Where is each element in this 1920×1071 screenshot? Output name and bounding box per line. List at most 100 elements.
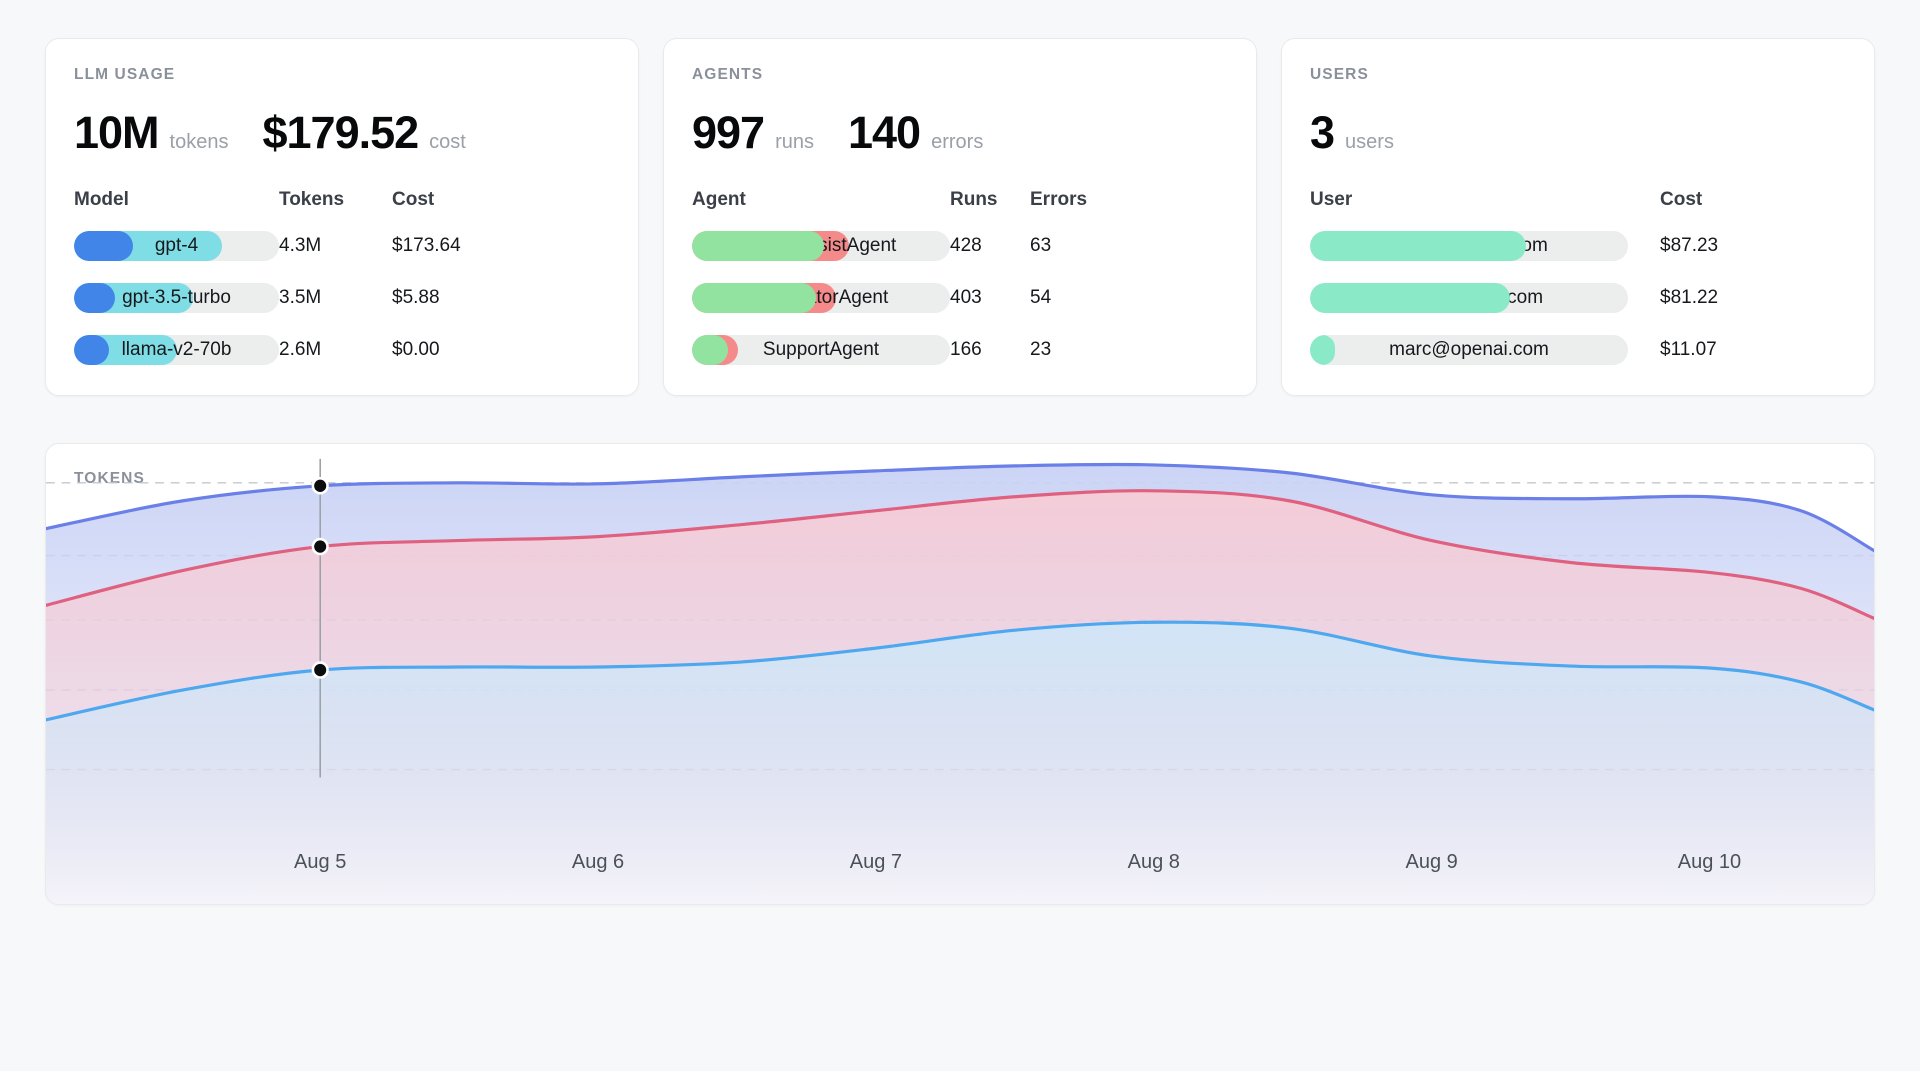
user-cost-value: $11.07: [1660, 339, 1717, 360]
model-name: gpt-4: [154, 235, 199, 256]
bar-segment-primary: [1310, 283, 1511, 313]
agent-rows-container: WriterAssistAgent 428 63 TranslatorAgent…: [692, 231, 1228, 365]
x-axis-tick-label: Aug 7: [849, 851, 903, 873]
table-row[interactable]: marc@openai.com $11.07: [1310, 335, 1846, 365]
model-name: gpt-3.5-turbo: [122, 287, 231, 308]
agents-errors-unit: errors: [931, 131, 984, 153]
llm-rows-container: gpt-4 4.3M $173.64 gpt-3.5-turbo 3.5M $5…: [74, 231, 610, 365]
user-bar-cell[interactable]: chris@google.com: [1310, 231, 1628, 261]
bar-segment-primary: [692, 283, 816, 313]
bar-segment-primary: [74, 231, 134, 261]
column-header-errors: Errors: [1030, 189, 1088, 210]
llm-cost-value: $179.52: [262, 107, 419, 158]
model-cost-value: $173.64: [392, 235, 461, 256]
agents-runs-value: 997: [692, 107, 765, 158]
user-cost-value: $81.22: [1660, 287, 1719, 308]
user-cost-value: $87.23: [1660, 235, 1719, 256]
llm-models-table: Model Tokens Cost gpt-4 4.3M $173.64 gpt…: [74, 189, 610, 365]
model-bar-cell[interactable]: gpt-4: [74, 231, 279, 261]
agent-errors-value: 23: [1030, 339, 1052, 360]
x-axis-tick-label: Aug 5: [294, 851, 347, 873]
column-header-user: User: [1310, 189, 1353, 210]
bar-track: maria@tesla.com: [1310, 283, 1628, 313]
bar-segment-primary: [74, 335, 109, 365]
agents-title: AGENTS: [692, 66, 764, 83]
llm-usage-title: LLM USAGE: [74, 66, 176, 83]
agent-runs-value: 428: [950, 235, 982, 256]
table-row[interactable]: chris@google.com $87.23: [1310, 231, 1846, 261]
agent-errors-value: 54: [1030, 287, 1052, 308]
users-headline: 3 users: [1310, 110, 1846, 155]
summary-cards-row: LLM USAGE 10M tokens $179.52 cost Model …: [45, 38, 1875, 396]
llm-usage-headline: 10M tokens $179.52 cost: [74, 110, 610, 155]
bar-track: gpt-4: [74, 231, 279, 261]
users-card: USERS 3 users User Cost chris@google.com…: [1281, 38, 1875, 396]
model-tokens-value: 4.3M: [279, 235, 322, 256]
model-tokens-value: 3.5M: [279, 287, 322, 308]
x-axis-tick-label: Aug 8: [1127, 851, 1180, 873]
chart-x-axis: Aug 5 Aug 6 Aug 7 Aug 8 Aug 9 Aug 10: [46, 851, 1874, 877]
users-title: USERS: [1310, 66, 1369, 83]
llm-tokens-unit: tokens: [169, 131, 229, 153]
agent-errors-value: 63: [1030, 235, 1052, 256]
llm-usage-card: LLM USAGE 10M tokens $179.52 cost Model …: [45, 38, 639, 396]
table-row[interactable]: maria@tesla.com $81.22: [1310, 283, 1846, 313]
user-email: marc@openai.com: [1389, 339, 1549, 360]
agents-card: AGENTS 997 runs 140 errors Agent Runs Er…: [663, 38, 1257, 396]
agents-errors-value: 140: [848, 107, 921, 158]
model-bar-cell[interactable]: llama-v2-70b: [74, 335, 279, 365]
agent-runs-value: 166: [950, 339, 982, 360]
agents-headline: 997 runs 140 errors: [692, 110, 1228, 155]
bar-segment-primary: [74, 283, 115, 313]
bar-track: gpt-3.5-turbo: [74, 283, 279, 313]
column-header-cost: Cost: [392, 189, 435, 210]
bar-segment-primary: [1310, 231, 1527, 261]
model-tokens-value: 2.6M: [279, 339, 322, 360]
table-row[interactable]: TranslatorAgent 403 54: [692, 283, 1228, 313]
model-cost-value: $5.88: [392, 287, 440, 308]
tokens-area-chart[interactable]: [46, 444, 1874, 904]
agents-runs-unit: runs: [775, 131, 814, 153]
column-header-agent: Agent: [692, 189, 746, 210]
agent-bar-cell[interactable]: SupportAgent: [692, 335, 950, 365]
x-axis-tick-label: Aug 6: [571, 851, 625, 873]
column-header-tokens: Tokens: [279, 189, 345, 210]
table-header-row: Model Tokens Cost: [74, 189, 610, 211]
bar-track: chris@google.com: [1310, 231, 1628, 261]
users-table: User Cost chris@google.com $87.23 maria@…: [1310, 189, 1846, 365]
table-row[interactable]: llama-v2-70b 2.6M $0.00: [74, 335, 610, 365]
bar-track: SupportAgent: [692, 335, 950, 365]
table-row[interactable]: WriterAssistAgent 428 63: [692, 231, 1228, 261]
table-header-row: Agent Runs Errors: [692, 189, 1228, 211]
column-header-model: Model: [74, 189, 129, 210]
bar-track: WriterAssistAgent: [692, 231, 950, 261]
model-bar-cell[interactable]: gpt-3.5-turbo: [74, 283, 279, 313]
table-header-row: User Cost: [1310, 189, 1846, 211]
table-row[interactable]: gpt-4 4.3M $173.64: [74, 231, 610, 261]
user-rows-container: chris@google.com $87.23 maria@tesla.com …: [1310, 231, 1846, 365]
user-bar-cell[interactable]: marc@openai.com: [1310, 335, 1628, 365]
column-header-runs: Runs: [950, 189, 998, 210]
model-name: llama-v2-70b: [121, 339, 232, 360]
model-cost-value: $0.00: [392, 339, 440, 360]
agent-bar-cell[interactable]: TranslatorAgent: [692, 283, 950, 313]
table-row[interactable]: gpt-3.5-turbo 3.5M $5.88: [74, 283, 610, 313]
users-count-value: 3: [1310, 107, 1335, 158]
agent-bar-cell[interactable]: WriterAssistAgent: [692, 231, 950, 261]
bar-track: TranslatorAgent: [692, 283, 950, 313]
agent-runs-value: 403: [950, 287, 982, 308]
bar-segment-primary: [1310, 335, 1336, 365]
x-axis-tick-label: Aug 9: [1405, 851, 1458, 873]
bar-segment-primary: [692, 335, 729, 365]
agents-table: Agent Runs Errors WriterAssistAgent 428 …: [692, 189, 1228, 365]
agent-name: SupportAgent: [762, 339, 880, 360]
users-count-unit: users: [1345, 131, 1394, 153]
column-header-cost: Cost: [1660, 189, 1703, 210]
x-axis-tick-label: Aug 10: [1677, 851, 1742, 873]
table-row[interactable]: SupportAgent 166 23: [692, 335, 1228, 365]
bar-track: llama-v2-70b: [74, 335, 279, 365]
llm-cost-unit: cost: [429, 131, 466, 153]
user-bar-cell[interactable]: maria@tesla.com: [1310, 283, 1628, 313]
